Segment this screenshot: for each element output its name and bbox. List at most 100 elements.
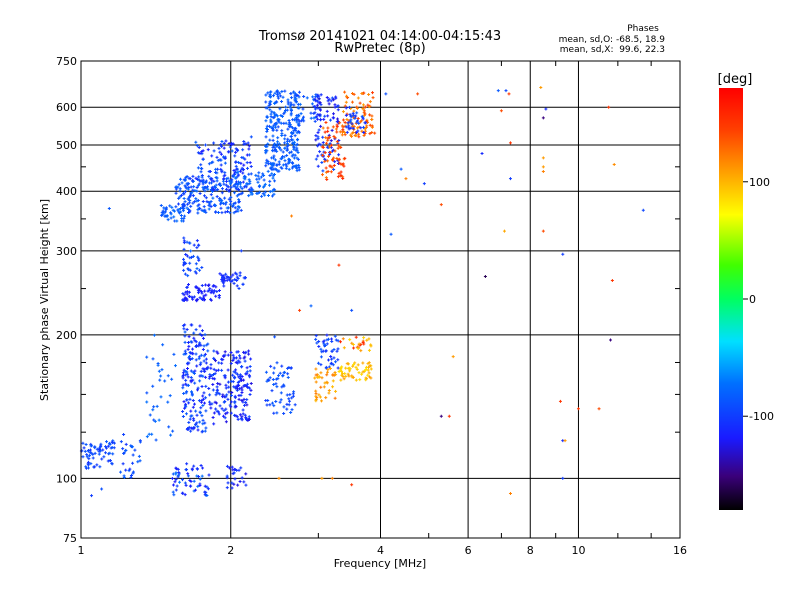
data-point — [210, 177, 214, 181]
data-point — [90, 494, 94, 498]
data-point — [217, 294, 221, 298]
data-point — [202, 354, 206, 358]
data-point — [335, 130, 339, 134]
data-point — [362, 134, 366, 138]
data-point — [243, 157, 247, 161]
data-point — [159, 374, 163, 378]
data-point — [349, 115, 353, 119]
data-point — [328, 367, 332, 371]
data-point — [235, 185, 239, 189]
data-point — [248, 386, 252, 390]
data-point — [198, 268, 202, 272]
data-point — [185, 286, 189, 290]
data-point — [191, 178, 195, 182]
data-point — [334, 360, 338, 364]
data-point — [198, 289, 202, 293]
data-point — [321, 126, 325, 130]
data-point — [348, 338, 352, 342]
data-point — [541, 169, 545, 173]
data-point — [357, 135, 361, 139]
data-point — [241, 283, 245, 287]
data-point — [155, 404, 159, 408]
data-point — [84, 465, 88, 469]
data-point — [198, 179, 202, 183]
data-point — [340, 124, 344, 128]
data-point — [358, 378, 362, 382]
data-point — [290, 214, 294, 218]
data-point — [262, 174, 266, 178]
data-point — [289, 111, 293, 115]
data-point — [314, 373, 318, 377]
data-point — [152, 418, 156, 422]
data-point — [266, 91, 270, 95]
data-point — [233, 154, 237, 158]
data-point — [248, 392, 252, 396]
data-point — [112, 441, 116, 445]
data-point — [236, 483, 240, 487]
data-point — [235, 284, 239, 288]
data-point — [218, 150, 222, 154]
data-point — [293, 153, 297, 157]
data-point — [242, 139, 246, 143]
data-point — [201, 149, 205, 153]
data-point — [508, 177, 512, 181]
data-point — [197, 344, 201, 348]
data-point — [333, 396, 337, 400]
data-point — [185, 254, 189, 258]
data-point — [349, 118, 353, 122]
data-point — [280, 99, 284, 103]
data-point — [200, 333, 204, 337]
data-point — [201, 418, 205, 422]
data-point — [302, 115, 306, 119]
data-point — [192, 418, 196, 422]
data-point — [187, 344, 191, 348]
data-point — [439, 203, 443, 207]
data-point — [271, 176, 275, 180]
data-point — [245, 366, 249, 370]
data-point — [222, 182, 226, 186]
data-point — [176, 475, 180, 479]
data-point — [131, 445, 135, 449]
data-point — [289, 135, 293, 139]
data-point — [227, 390, 231, 394]
data-point — [189, 323, 193, 327]
data-point — [236, 387, 240, 391]
data-point — [207, 376, 211, 380]
data-point — [368, 113, 372, 117]
data-point — [346, 372, 350, 376]
data-point — [173, 480, 177, 484]
data-point — [233, 401, 237, 405]
data-point — [199, 369, 203, 373]
data-point — [232, 281, 236, 285]
data-point — [240, 378, 244, 382]
data-point — [331, 158, 335, 162]
data-point — [318, 395, 322, 399]
data-point — [190, 191, 194, 195]
data-point — [184, 261, 188, 265]
data-point — [227, 179, 231, 183]
data-point — [266, 194, 270, 198]
data-point — [271, 134, 275, 138]
phases-line-x: mean, sd,X: 99.6, 22.3 — [560, 45, 665, 55]
data-point — [196, 166, 200, 170]
data-point — [333, 136, 337, 140]
data-point — [357, 125, 361, 129]
data-point — [196, 428, 200, 432]
data-point — [218, 392, 222, 396]
data-point — [214, 183, 218, 187]
data-point — [220, 211, 224, 215]
data-point — [240, 399, 244, 403]
data-point — [330, 339, 334, 343]
data-point — [277, 476, 281, 480]
data-point — [285, 149, 289, 153]
data-point — [203, 185, 207, 189]
data-point — [322, 342, 326, 346]
data-point — [336, 339, 340, 343]
data-point — [212, 411, 216, 415]
data-point — [224, 202, 228, 206]
colorbar-tick-label: 0 — [749, 293, 756, 306]
data-point — [236, 209, 240, 213]
data-point — [285, 407, 289, 411]
data-point — [182, 352, 186, 356]
data-point — [199, 406, 203, 410]
